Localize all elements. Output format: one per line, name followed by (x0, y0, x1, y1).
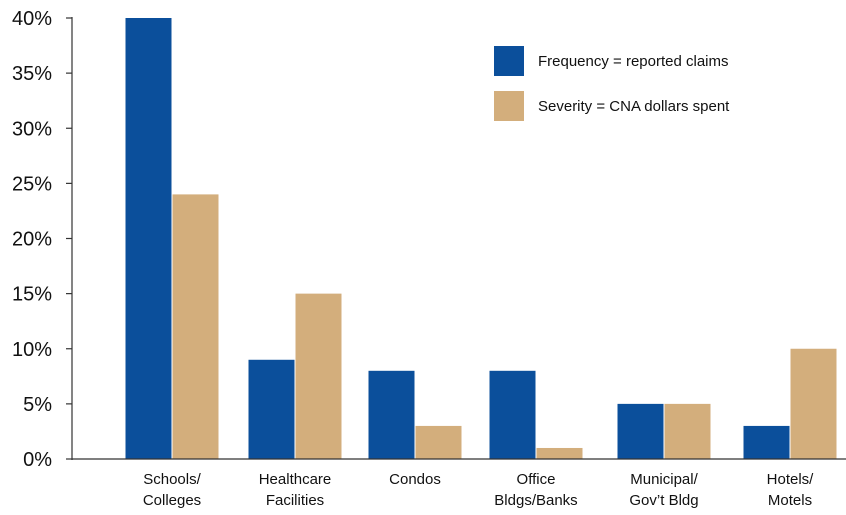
x-tick-label-5: Hotels/Motels (767, 471, 815, 509)
y-tick-label-7: 35% (12, 63, 52, 85)
x-tick-label-line: Condos (389, 471, 441, 488)
bar-severity-1 (295, 293, 342, 459)
y-tick-label-0: 0% (23, 449, 52, 471)
y-tick-label-2: 10% (12, 339, 52, 361)
bar-frequency-2 (368, 370, 415, 459)
y-tick-label-5: 25% (12, 173, 52, 195)
legend: Frequency = reported claims Severity = CN… (494, 46, 730, 121)
bar-frequency-1 (248, 359, 295, 459)
bar-frequency-3 (489, 370, 536, 459)
x-tick-label-line: Office (517, 471, 556, 488)
legend-label-severity: Severity = CNA dollars spent (538, 98, 730, 115)
bar-severity-4 (664, 403, 711, 459)
y-tick-label-1: 5% (23, 394, 52, 416)
y-tick-label-3: 15% (12, 284, 52, 306)
bar-frequency-4 (617, 403, 664, 459)
x-tick-label-1: Healthcare Facilities (259, 471, 332, 509)
x-tick-label-2: Condos (389, 471, 441, 488)
x-tick-label-line: Hotels/ (767, 471, 815, 488)
bar-frequency-5 (743, 425, 790, 459)
x-tick-label-line: Schools/ (143, 471, 201, 488)
y-tick-label-8: 40% (12, 8, 52, 30)
x-tick-label-line: Bldgs/Banks (494, 492, 577, 509)
axes-layer (66, 17, 846, 460)
bar-severity-2 (415, 425, 462, 459)
legend-swatch-severity (494, 91, 524, 121)
x-tick-label-line: Colleges (143, 492, 201, 509)
bars-layer (125, 18, 837, 459)
legend-label-frequency: Frequency = reported claims (538, 53, 729, 70)
x-tick-label-0: Schools/Colleges (143, 471, 202, 509)
y-tick-label-6: 30% (12, 118, 52, 140)
x-tick-label-line: Gov’t Bldg (629, 492, 698, 509)
x-tick-label-3: Office Bldgs/Banks (494, 471, 577, 509)
x-tick-label-line: Facilities (266, 492, 324, 509)
y-tick-labels: 0% 5% 10% 15% 20% 25% 30% 35% 40% (12, 8, 52, 471)
x-tick-label-4: Municipal/Gov’t Bldg (629, 471, 698, 509)
bar-severity-5 (790, 348, 837, 459)
x-tick-label-line: Motels (768, 492, 812, 509)
legend-swatch-frequency (494, 46, 524, 76)
x-tick-label-line: Municipal/ (630, 471, 698, 488)
bar-severity-3 (536, 447, 583, 459)
y-tick-label-4: 20% (12, 229, 52, 251)
x-tick-labels: Schools/Colleges Healthcare Facilities Cond… (143, 471, 814, 509)
bar-severity-0 (172, 194, 219, 459)
x-tick-label-line: Healthcare (259, 471, 332, 488)
bar-frequency-0 (125, 18, 172, 459)
